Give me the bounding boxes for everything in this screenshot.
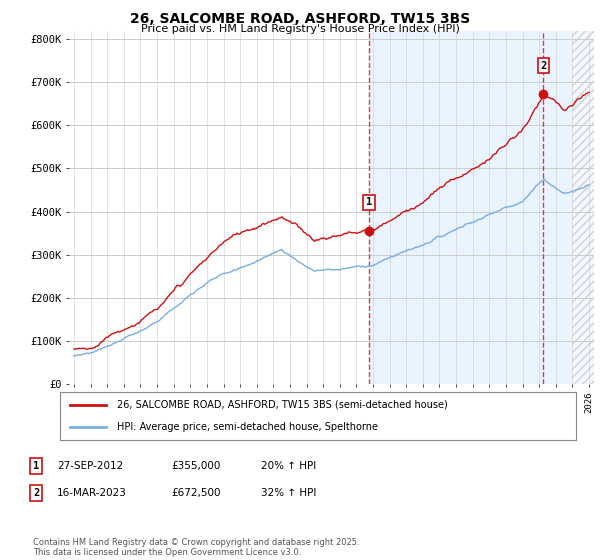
Text: 32% ↑ HPI: 32% ↑ HPI [261,488,316,498]
Text: 2: 2 [33,488,39,498]
Text: £355,000: £355,000 [171,461,220,471]
Text: Contains HM Land Registry data © Crown copyright and database right 2025.
This d: Contains HM Land Registry data © Crown c… [33,538,359,557]
Text: 27-SEP-2012: 27-SEP-2012 [57,461,123,471]
Text: 1: 1 [366,197,372,207]
Text: HPI: Average price, semi-detached house, Spelthorne: HPI: Average price, semi-detached house,… [117,422,378,432]
Text: 16-MAR-2023: 16-MAR-2023 [57,488,127,498]
Text: Price paid vs. HM Land Registry's House Price Index (HPI): Price paid vs. HM Land Registry's House … [140,24,460,34]
Bar [572,31,594,384]
Text: 1: 1 [33,461,39,471]
Bar [572,31,594,384]
Text: 26, SALCOMBE ROAD, ASHFORD, TW15 3BS: 26, SALCOMBE ROAD, ASHFORD, TW15 3BS [130,12,470,26]
Text: 26, SALCOMBE ROAD, ASHFORD, TW15 3BS (semi-detached house): 26, SALCOMBE ROAD, ASHFORD, TW15 3BS (se… [117,400,448,410]
Text: 2: 2 [540,60,547,71]
Bar [369,31,594,384]
Text: £672,500: £672,500 [171,488,221,498]
Text: 20% ↑ HPI: 20% ↑ HPI [261,461,316,471]
